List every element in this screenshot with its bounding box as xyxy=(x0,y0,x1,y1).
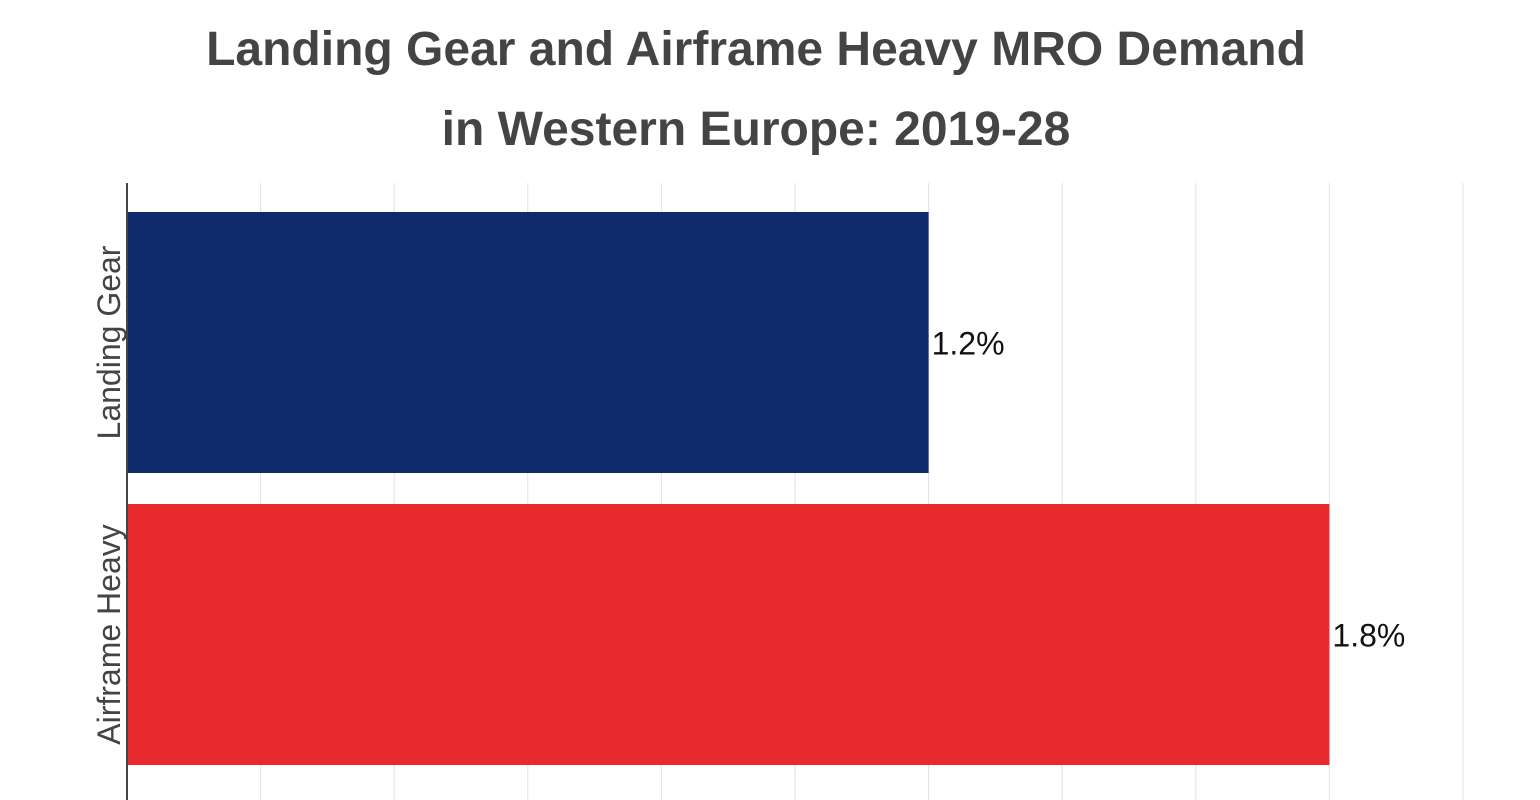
chart-title-line-1: Landing Gear and Airframe Heavy MRO Dema… xyxy=(206,23,1306,76)
chart-title-line-2: in Western Europe: 2019-28 xyxy=(441,103,1071,156)
data-label: 1.8% xyxy=(1332,618,1405,654)
bar-landing-gear xyxy=(127,212,929,473)
category-label: Landing Gear xyxy=(91,245,127,439)
category-label: Airframe Heavy xyxy=(91,524,127,745)
data-label: 1.2% xyxy=(932,326,1005,362)
bar-airframe-heavy xyxy=(127,504,1330,765)
